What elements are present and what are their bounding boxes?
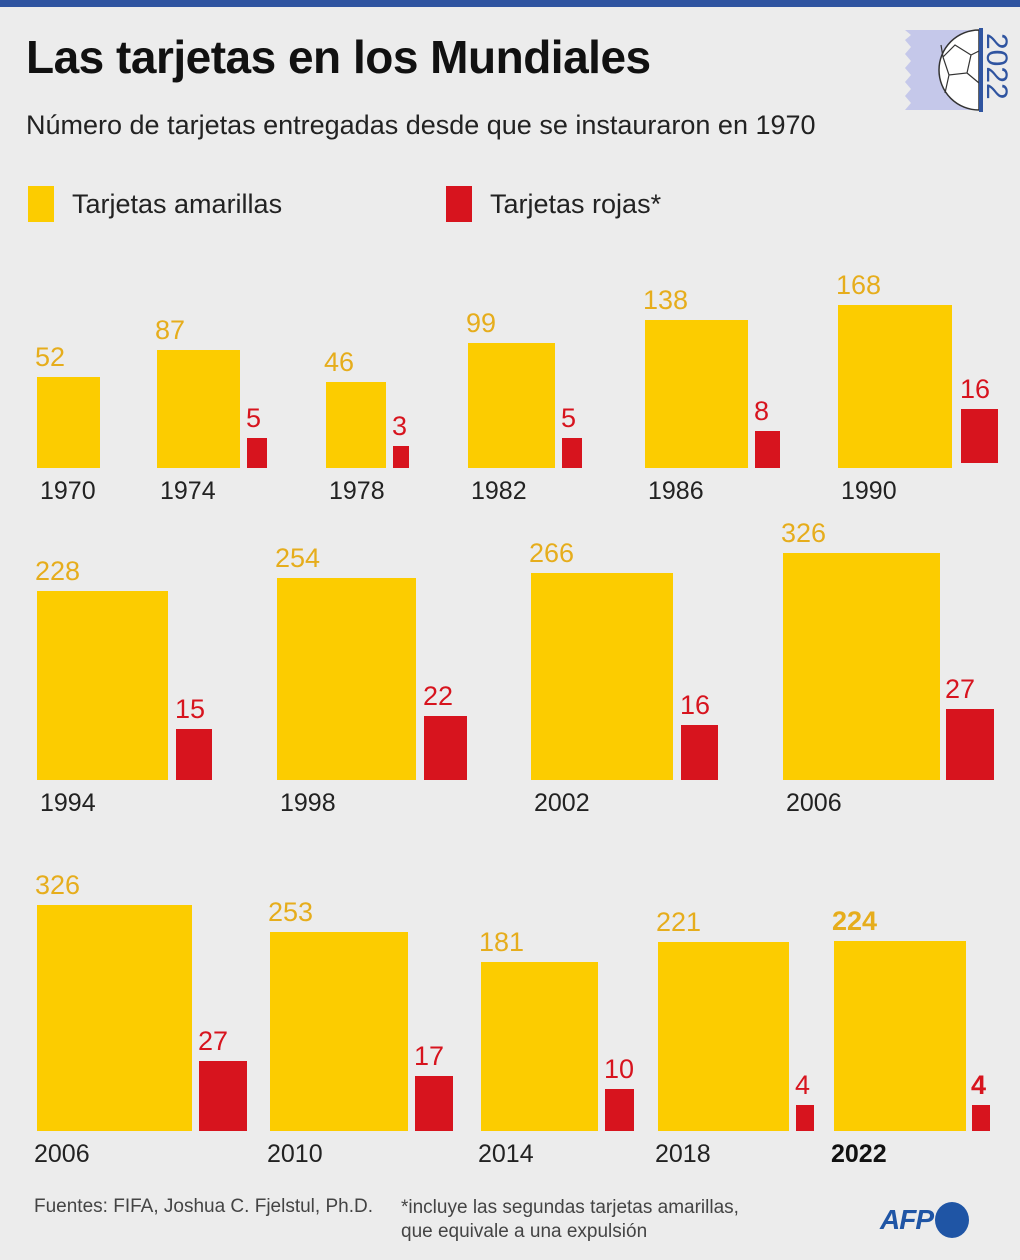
value-label-red: 15 <box>175 694 206 724</box>
value-label-yellow: 87 <box>155 315 186 345</box>
value-label-red: 27 <box>198 1026 229 1056</box>
value-label-yellow: 46 <box>324 347 355 377</box>
bar-yellow <box>270 932 408 1131</box>
value-label-red: 8 <box>754 396 770 426</box>
afp-logo-dot <box>935 1202 969 1238</box>
legend-red: Tarjetas rojas* <box>446 186 661 222</box>
value-label-red: 5 <box>246 403 262 433</box>
value-label-red: 27 <box>945 674 976 704</box>
year-label: 1974 <box>160 477 216 505</box>
value-label-yellow: 253 <box>268 897 314 927</box>
bar-red <box>972 1105 990 1131</box>
bar-yellow <box>531 573 673 780</box>
bar-yellow <box>783 553 940 780</box>
bar-red <box>961 409 998 463</box>
value-label-red: 5 <box>561 403 577 433</box>
year-label: 1986 <box>648 477 704 505</box>
year-label: 1978 <box>329 477 385 505</box>
bar-yellow <box>645 320 748 468</box>
value-label-red: 16 <box>960 374 991 404</box>
footnote-line-2: que equivale a una expulsión <box>401 1221 648 1242</box>
bar-yellow <box>277 578 416 780</box>
value-label-yellow: 326 <box>781 518 827 548</box>
legend-label-yellow: Tarjetas amarillas <box>72 188 283 219</box>
bar-red <box>199 1061 247 1131</box>
bar-yellow <box>37 591 168 780</box>
bar-red <box>424 716 467 780</box>
value-label-red: 4 <box>795 1070 811 1100</box>
value-label-yellow: 168 <box>836 270 882 300</box>
year-label: 1982 <box>471 477 527 505</box>
value-label-yellow: 138 <box>643 285 689 315</box>
value-label-red: 4 <box>971 1070 987 1100</box>
year-label: 1998 <box>280 789 336 817</box>
year-label: 2006 <box>34 1140 90 1168</box>
legend-label-red: Tarjetas rojas* <box>490 188 662 219</box>
legend-yellow: Tarjetas amarillas <box>28 186 282 222</box>
page-subtitle: Número de tarjetas entregadas desde que … <box>26 110 816 140</box>
value-label-red: 22 <box>423 681 454 711</box>
footnote: *incluye las segundas tarjetas amarillas… <box>401 1196 739 1244</box>
value-label-yellow: 224 <box>832 906 878 936</box>
year-label: 2010 <box>267 1140 323 1168</box>
bar-yellow <box>37 377 100 468</box>
value-label-yellow: 52 <box>35 342 66 372</box>
world-cup-2022-logo: 2022 <box>905 28 1013 112</box>
value-label-yellow: 221 <box>656 907 702 937</box>
footnote-line-1: *incluye las segundas tarjetas amarillas… <box>401 1197 739 1218</box>
year-label: 2022 <box>831 1140 887 1168</box>
logo-year-text: 2022 <box>980 33 1013 100</box>
bar-red <box>176 729 212 780</box>
value-label-red: 17 <box>414 1041 445 1071</box>
value-label-yellow: 228 <box>35 556 81 586</box>
value-label-yellow: 326 <box>35 870 81 900</box>
page-title: Las tarjetas en los Mundiales <box>26 31 651 83</box>
chart-area: 52 1970 87 5 1974 46 3 1978 99 5 1982 138 8 1986 168 16… <box>34 270 998 1168</box>
value-label-yellow: 254 <box>275 543 321 573</box>
year-label: 1994 <box>40 789 96 817</box>
bar-red <box>605 1089 634 1131</box>
bar-red <box>796 1105 814 1131</box>
value-label-yellow: 181 <box>479 927 525 957</box>
afp-logo: AFP <box>880 1202 969 1238</box>
value-label-red: 3 <box>392 411 408 441</box>
bar-red <box>946 709 994 780</box>
bar-yellow <box>834 941 966 1131</box>
bar-yellow <box>468 343 555 468</box>
value-label-yellow: 99 <box>466 308 497 338</box>
legend-swatch-red <box>446 186 472 222</box>
bar-red <box>393 446 409 468</box>
top-accent-bar <box>0 0 1020 7</box>
bar-yellow <box>481 962 598 1131</box>
bar-yellow <box>326 382 386 468</box>
legend-swatch-yellow <box>28 186 54 222</box>
bar-yellow <box>157 350 240 468</box>
year-label: 1990 <box>841 477 897 505</box>
value-label-yellow: 266 <box>529 538 575 568</box>
bar-red <box>415 1076 453 1131</box>
year-label: 1970 <box>40 477 96 505</box>
bar-red <box>681 725 718 780</box>
bar-red <box>755 431 780 468</box>
year-label: 2018 <box>655 1140 711 1168</box>
year-label: 2002 <box>534 789 590 817</box>
afp-logo-text: AFP <box>880 1204 934 1235</box>
year-label: 2014 <box>478 1140 534 1168</box>
bar-yellow <box>37 905 192 1131</box>
bar-red <box>247 438 267 468</box>
sources-text: Fuentes: FIFA, Joshua C. Fjelstul, Ph.D. <box>34 1196 373 1217</box>
year-label: 2006 <box>786 789 842 817</box>
bar-yellow <box>658 942 789 1131</box>
bar-yellow <box>838 305 952 468</box>
value-label-red: 16 <box>680 690 711 720</box>
bar-red <box>562 438 582 468</box>
value-label-red: 10 <box>604 1054 635 1084</box>
